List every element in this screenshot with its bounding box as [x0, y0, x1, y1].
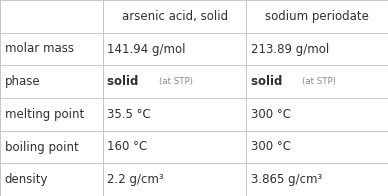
Text: 300 °C: 300 °C [251, 108, 291, 121]
Text: 35.5 °C: 35.5 °C [107, 108, 151, 121]
Text: 3.865 g/cm³: 3.865 g/cm³ [251, 173, 322, 186]
Text: sodium periodate: sodium periodate [265, 10, 369, 23]
Text: 300 °C: 300 °C [251, 141, 291, 153]
Text: solid: solid [251, 75, 291, 88]
Text: solid: solid [107, 75, 147, 88]
Text: 2.2 g/cm³: 2.2 g/cm³ [107, 173, 164, 186]
Text: 141.94 g/mol: 141.94 g/mol [107, 43, 186, 55]
Text: arsenic acid, solid: arsenic acid, solid [121, 10, 228, 23]
Text: (at STP): (at STP) [159, 77, 192, 86]
Text: melting point: melting point [5, 108, 84, 121]
Text: molar mass: molar mass [5, 43, 74, 55]
Text: 160 °C: 160 °C [107, 141, 148, 153]
Text: boiling point: boiling point [5, 141, 78, 153]
Text: phase: phase [5, 75, 40, 88]
Text: density: density [5, 173, 48, 186]
Text: (at STP): (at STP) [302, 77, 336, 86]
Text: 213.89 g/mol: 213.89 g/mol [251, 43, 329, 55]
